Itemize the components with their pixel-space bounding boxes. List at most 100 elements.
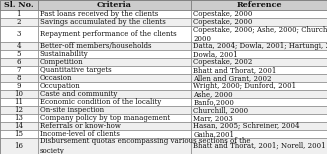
Text: On-site inspection: On-site inspection xyxy=(40,106,104,114)
Bar xyxy=(191,26,327,42)
Text: 6: 6 xyxy=(17,58,21,66)
Text: 5: 5 xyxy=(17,50,21,58)
Text: 3: 3 xyxy=(17,30,21,38)
Bar xyxy=(0,18,38,26)
Bar xyxy=(191,58,327,66)
Text: Referrals or know-how: Referrals or know-how xyxy=(40,122,120,130)
Text: Company policy by top management: Company policy by top management xyxy=(40,114,170,122)
Bar xyxy=(0,10,38,18)
Text: Ashe, 2000: Ashe, 2000 xyxy=(193,90,233,98)
Bar xyxy=(191,42,327,50)
Text: Dowla, 2001: Dowla, 2001 xyxy=(193,50,238,58)
Bar xyxy=(0,74,38,82)
Bar xyxy=(191,98,327,106)
Bar xyxy=(0,98,38,106)
Bar xyxy=(191,114,327,122)
Text: Economic condition of the locality: Economic condition of the locality xyxy=(40,98,161,106)
Text: Sustainability: Sustainability xyxy=(40,50,88,58)
Text: Quantitative targets: Quantitative targets xyxy=(40,66,111,74)
Bar xyxy=(38,106,191,114)
Text: 9: 9 xyxy=(17,82,21,90)
Text: 14: 14 xyxy=(14,122,23,130)
Bar xyxy=(0,66,38,74)
Text: Occasion: Occasion xyxy=(40,74,72,82)
Text: Caste and community: Caste and community xyxy=(40,90,117,98)
Text: Savings accumulated by the clients: Savings accumulated by the clients xyxy=(40,18,165,26)
Text: 2: 2 xyxy=(17,18,21,26)
Bar xyxy=(191,66,327,74)
Bar xyxy=(191,90,327,98)
Text: Banfo,2000: Banfo,2000 xyxy=(193,98,234,106)
Bar xyxy=(0,122,38,130)
Bar xyxy=(191,138,327,154)
Bar xyxy=(38,0,191,10)
Text: 11: 11 xyxy=(14,98,23,106)
Bar xyxy=(0,114,38,122)
Bar xyxy=(38,98,191,106)
Bar xyxy=(0,50,38,58)
Bar xyxy=(38,58,191,66)
Bar xyxy=(38,90,191,98)
Bar xyxy=(38,10,191,18)
Bar xyxy=(38,18,191,26)
Text: Criteria: Criteria xyxy=(97,1,132,9)
Text: Gaiha,2001: Gaiha,2001 xyxy=(193,130,234,138)
Bar xyxy=(191,10,327,18)
Text: Bhatt and Thorat, 2001; Norell, 2001: Bhatt and Thorat, 2001; Norell, 2001 xyxy=(193,142,326,150)
Bar xyxy=(191,122,327,130)
Bar xyxy=(38,138,191,154)
Text: Better-off members/households: Better-off members/households xyxy=(40,42,151,50)
Text: Sl. No.: Sl. No. xyxy=(4,1,34,9)
Text: 16: 16 xyxy=(14,142,23,150)
Text: Competition: Competition xyxy=(40,58,83,66)
Bar xyxy=(191,130,327,138)
Bar xyxy=(38,114,191,122)
Bar xyxy=(191,0,327,10)
Text: 10: 10 xyxy=(14,90,23,98)
Bar xyxy=(38,42,191,50)
Bar xyxy=(0,106,38,114)
Bar xyxy=(0,90,38,98)
Bar xyxy=(0,0,38,10)
Bar xyxy=(191,50,327,58)
Text: 15: 15 xyxy=(14,130,23,138)
Bar xyxy=(38,122,191,130)
Bar xyxy=(0,138,38,154)
Bar xyxy=(38,82,191,90)
Text: Occupation: Occupation xyxy=(40,82,80,90)
Text: Wright, 2000; Dunford, 2001: Wright, 2000; Dunford, 2001 xyxy=(193,82,296,90)
Bar xyxy=(191,82,327,90)
Text: 8: 8 xyxy=(17,74,21,82)
Text: Copestake, 2000: Copestake, 2000 xyxy=(193,18,253,26)
Text: 12: 12 xyxy=(14,106,23,114)
Bar xyxy=(191,106,327,114)
Text: 7: 7 xyxy=(17,66,21,74)
Text: Datta, 2004; Dowla, 2001; Hartungi, 2007: Datta, 2004; Dowla, 2001; Hartungi, 2007 xyxy=(193,42,327,50)
Text: 13: 13 xyxy=(14,114,23,122)
Text: Marr, 2003: Marr, 2003 xyxy=(193,114,233,122)
Text: Churchill, 2000: Churchill, 2000 xyxy=(193,106,249,114)
Text: Bhatt and Thorat, 2001: Bhatt and Thorat, 2001 xyxy=(193,66,277,74)
Bar xyxy=(38,74,191,82)
Text: Copestake, 2002: Copestake, 2002 xyxy=(193,58,253,66)
Bar xyxy=(0,130,38,138)
Bar xyxy=(0,42,38,50)
Text: Repayment performance of the clients: Repayment performance of the clients xyxy=(40,30,176,38)
Bar xyxy=(38,66,191,74)
Text: Copestake, 2000: Copestake, 2000 xyxy=(193,10,253,18)
Text: Reference: Reference xyxy=(236,1,282,9)
Text: Hasan, 2005; Schreiner, 2004: Hasan, 2005; Schreiner, 2004 xyxy=(193,122,300,130)
Text: 1: 1 xyxy=(17,10,21,18)
Bar xyxy=(38,26,191,42)
Text: Copestake, 2000; Ashe, 2000; Churchill,
2000: Copestake, 2000; Ashe, 2000; Churchill, … xyxy=(193,26,327,43)
Bar xyxy=(191,74,327,82)
Text: Allen and Grant, 2002: Allen and Grant, 2002 xyxy=(193,74,272,82)
Bar xyxy=(38,50,191,58)
Text: Past loans received by the clients: Past loans received by the clients xyxy=(40,10,158,18)
Bar xyxy=(0,82,38,90)
Bar xyxy=(0,58,38,66)
Bar xyxy=(191,18,327,26)
Text: Income-level of clients: Income-level of clients xyxy=(40,130,119,138)
Text: Disbursement quotas encompassing various sections of the
society: Disbursement quotas encompassing various… xyxy=(40,137,250,154)
Bar xyxy=(0,26,38,42)
